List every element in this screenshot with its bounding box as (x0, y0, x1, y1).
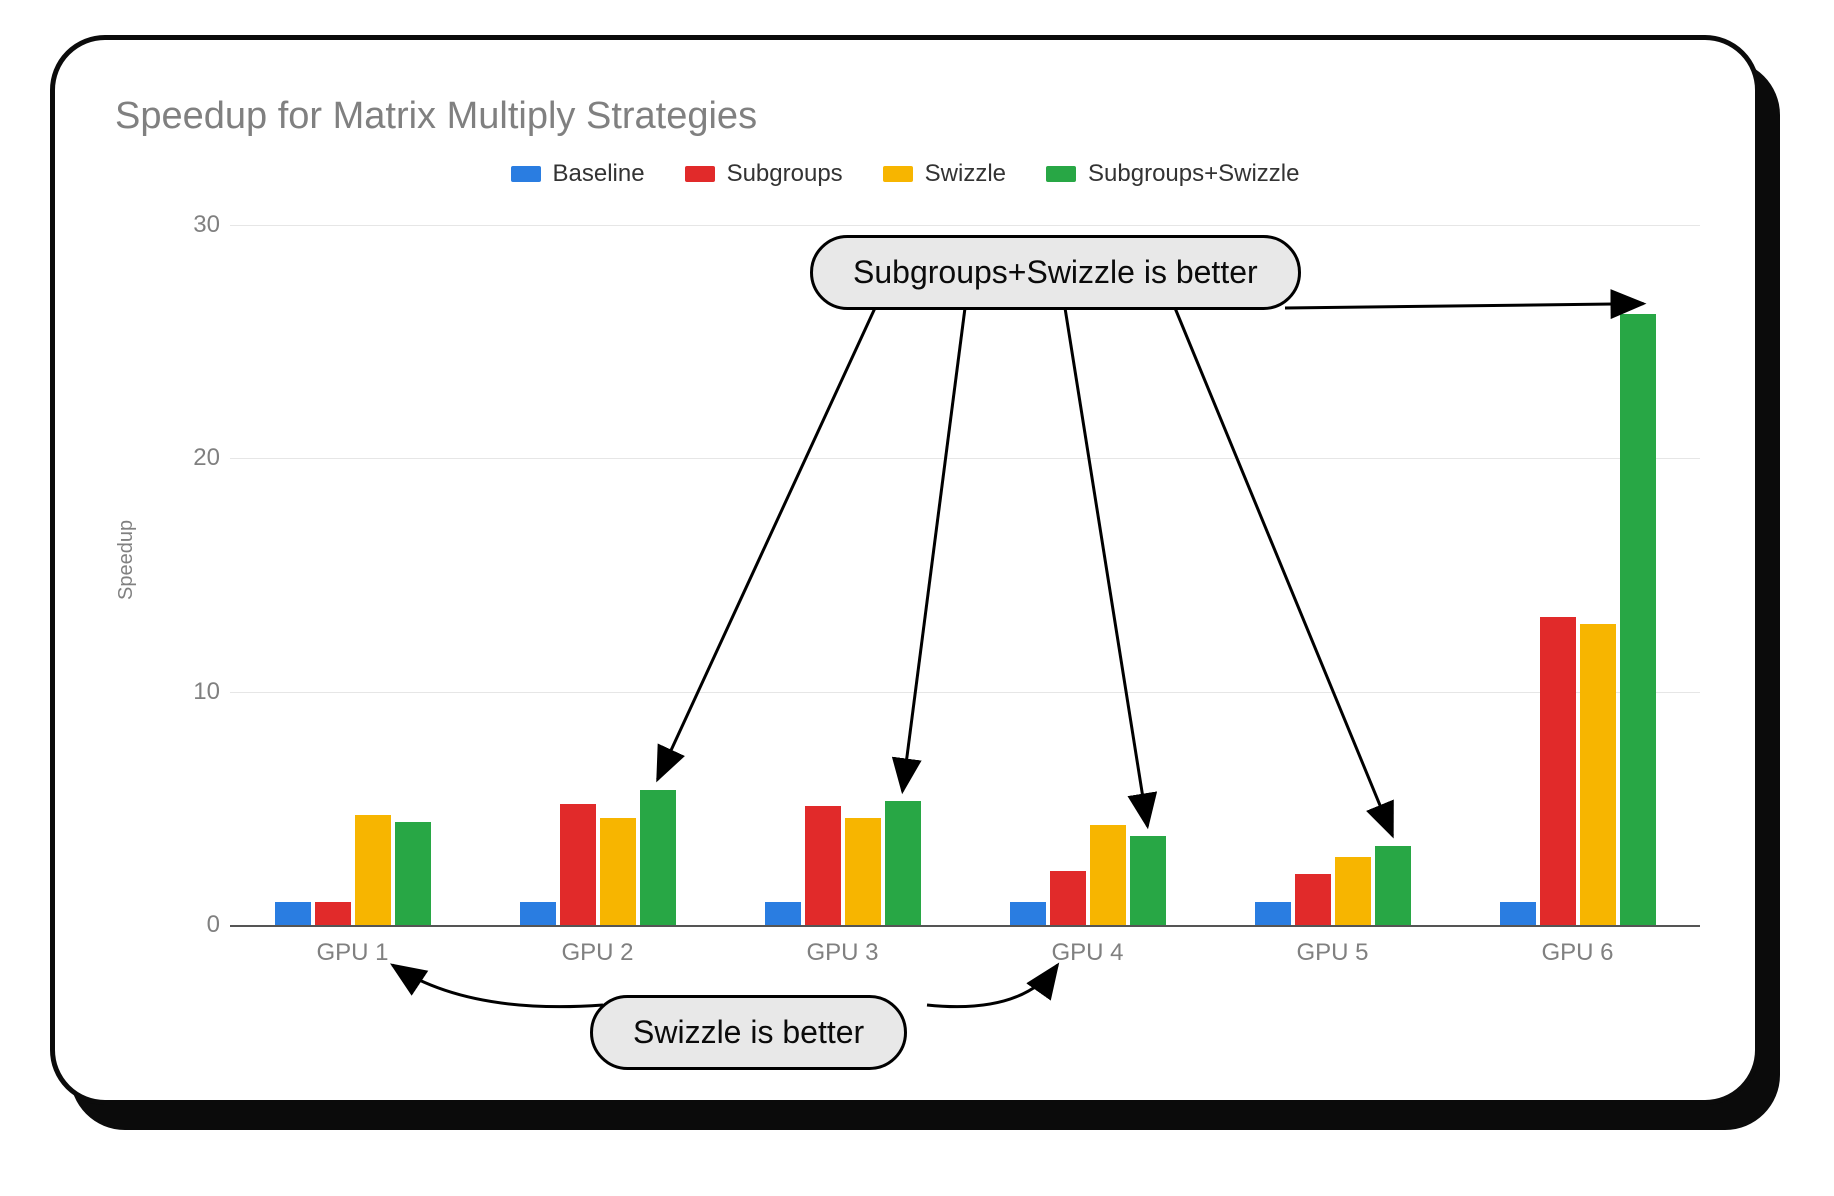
bar (1295, 874, 1331, 925)
x-tick-label: GPU 6 (1498, 939, 1658, 967)
plot-area (230, 225, 1700, 925)
legend-swatch-baseline (511, 166, 541, 182)
y-axis-label: Speedup (115, 520, 138, 600)
bar (765, 902, 801, 925)
callout-swizzle-better: Swizzle is better (590, 995, 907, 1070)
bar (885, 801, 921, 925)
y-tick-label: 30 (160, 211, 220, 239)
bar (1130, 836, 1166, 925)
callout-text: Swizzle is better (633, 1014, 864, 1050)
bar (1540, 617, 1576, 925)
x-tick-label: GPU 1 (273, 939, 433, 967)
bar (395, 822, 431, 925)
chart-card: Speedup for Matrix Multiply Strategies B… (50, 35, 1760, 1105)
legend-label: Subgroups+Swizzle (1088, 160, 1299, 188)
chart-title: Speedup for Matrix Multiply Strategies (115, 95, 757, 138)
legend-swatch-swizzle (883, 166, 913, 182)
bar (560, 804, 596, 925)
bar (315, 902, 351, 925)
gridline (230, 225, 1700, 226)
x-tick-label: GPU 5 (1253, 939, 1413, 967)
gridline (230, 692, 1700, 693)
x-tick-label: GPU 4 (1008, 939, 1168, 967)
bar (1255, 902, 1291, 925)
bar (275, 902, 311, 925)
bar (805, 806, 841, 925)
legend-swatch-subgroups-swizzle (1046, 166, 1076, 182)
callout-text: Subgroups+Swizzle is better (853, 254, 1258, 290)
bar (1010, 902, 1046, 925)
bar (1500, 902, 1536, 925)
legend-item-swizzle: Swizzle (883, 160, 1006, 188)
legend: Baseline Subgroups Swizzle Subgroups+Swi… (55, 160, 1755, 188)
bar (1090, 825, 1126, 925)
legend-item-subgroups: Subgroups (685, 160, 843, 188)
bar (520, 902, 556, 925)
legend-item-subgroups-swizzle: Subgroups+Swizzle (1046, 160, 1299, 188)
bar (640, 790, 676, 925)
y-tick-label: 10 (160, 678, 220, 706)
y-tick-label: 0 (160, 911, 220, 939)
x-tick-label: GPU 3 (763, 939, 923, 967)
bar (845, 818, 881, 925)
bar (355, 815, 391, 925)
gridline (230, 458, 1700, 459)
legend-label: Swizzle (925, 160, 1006, 188)
legend-label: Baseline (553, 160, 645, 188)
x-axis (230, 925, 1700, 927)
bar (1050, 871, 1086, 925)
bar (600, 818, 636, 925)
legend-item-baseline: Baseline (511, 160, 645, 188)
bar (1620, 314, 1656, 925)
legend-label: Subgroups (727, 160, 843, 188)
bar (1335, 857, 1371, 925)
x-tick-label: GPU 2 (518, 939, 678, 967)
callout-subgroups-swizzle-better: Subgroups+Swizzle is better (810, 235, 1301, 310)
y-tick-label: 20 (160, 444, 220, 472)
bar (1580, 624, 1616, 925)
legend-swatch-subgroups (685, 166, 715, 182)
bar (1375, 846, 1411, 925)
